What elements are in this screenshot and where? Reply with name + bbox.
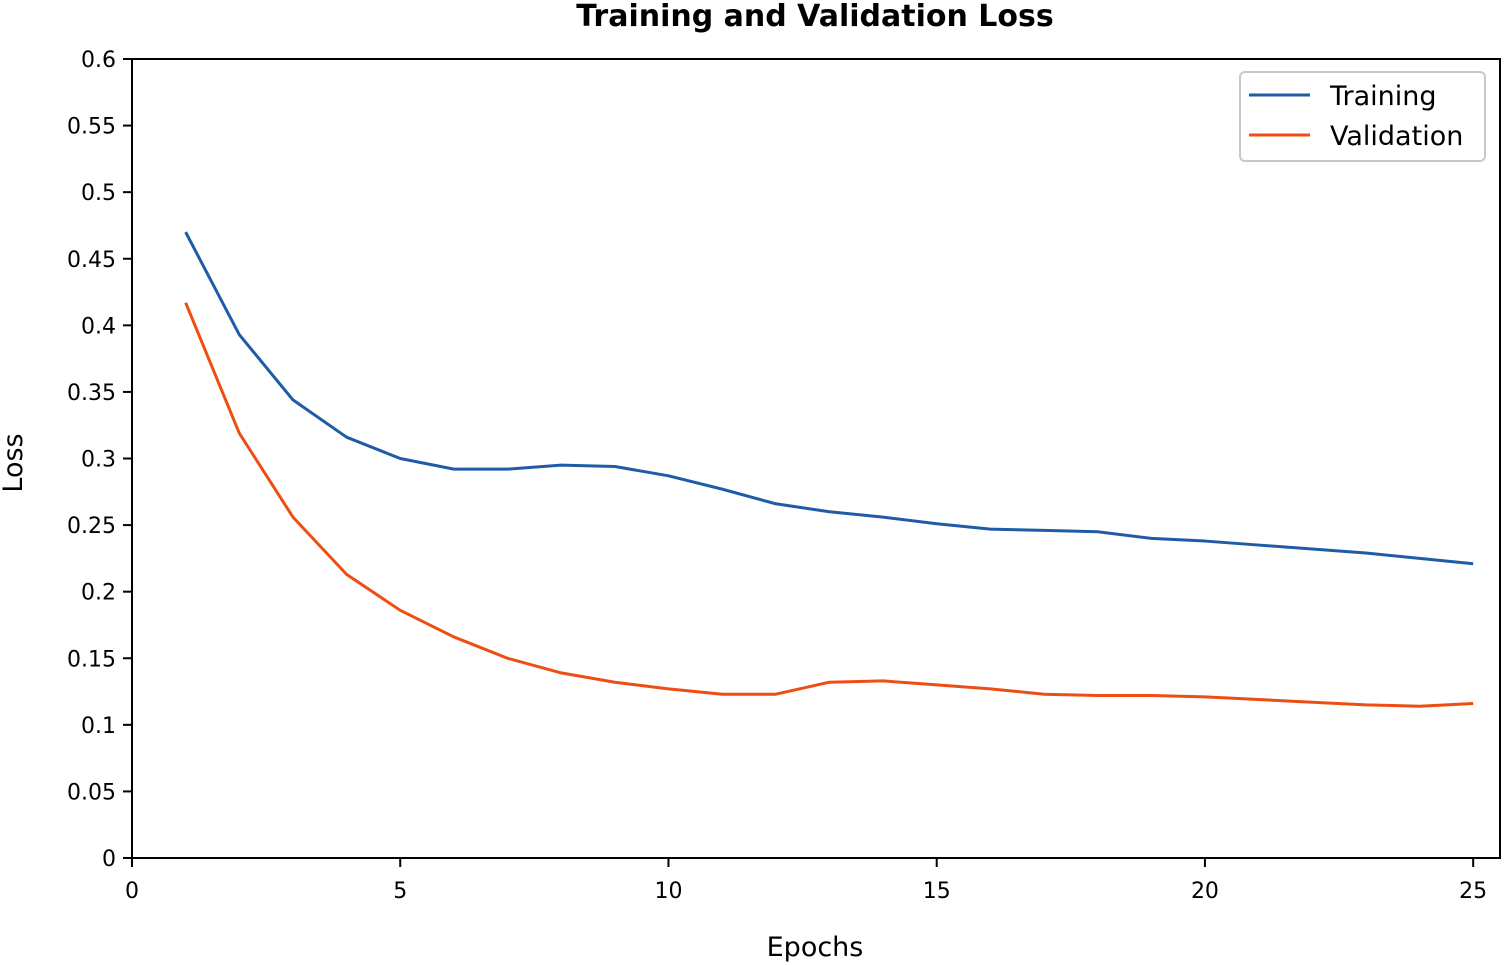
legend-label-training: Training bbox=[1329, 81, 1437, 112]
legend-label-validation: Validation bbox=[1330, 121, 1463, 152]
x-tick-label: 5 bbox=[393, 879, 407, 904]
plot-frame bbox=[131, 58, 1501, 859]
y-tick-label: 0.55 bbox=[67, 115, 116, 140]
x-tick-label: 20 bbox=[1191, 879, 1219, 904]
plot-area: 0 5 10 15 20 25 0 0.05 0.1 0.15 0.2 0.25 0.3 0.35 0.4 0… bbox=[67, 48, 1501, 904]
x-tick-label: 0 bbox=[125, 879, 139, 904]
y-tick-label: 0.2 bbox=[81, 581, 116, 606]
y-tick-label: 0.4 bbox=[81, 314, 116, 339]
y-tick-label: 0.3 bbox=[81, 448, 116, 473]
legend: Training Validation bbox=[1239, 71, 1486, 162]
y-tick-label: 0.5 bbox=[81, 181, 116, 206]
y-tick-label: 0.1 bbox=[81, 714, 116, 739]
series-line-training bbox=[184, 231, 1474, 566]
x-tick-label: 10 bbox=[654, 879, 682, 904]
x-tick-label: 25 bbox=[1459, 879, 1487, 904]
series-line-validation bbox=[184, 302, 1474, 708]
x-axis-label: Epochs bbox=[767, 932, 864, 963]
y-axis-label: Loss bbox=[0, 433, 29, 492]
chart-title: Training and Validation Loss bbox=[576, 0, 1054, 34]
y-tick-label: 0.45 bbox=[67, 248, 116, 273]
y-tick-label: 0 bbox=[102, 847, 116, 872]
y-tick-label: 0.6 bbox=[81, 48, 116, 73]
y-tick-label: 0.05 bbox=[67, 780, 116, 805]
x-tick-label: 15 bbox=[923, 879, 951, 904]
y-tick-label: 0.35 bbox=[67, 381, 116, 406]
y-tick-label: 0.25 bbox=[67, 514, 116, 539]
y-tick-label: 0.15 bbox=[67, 647, 116, 672]
